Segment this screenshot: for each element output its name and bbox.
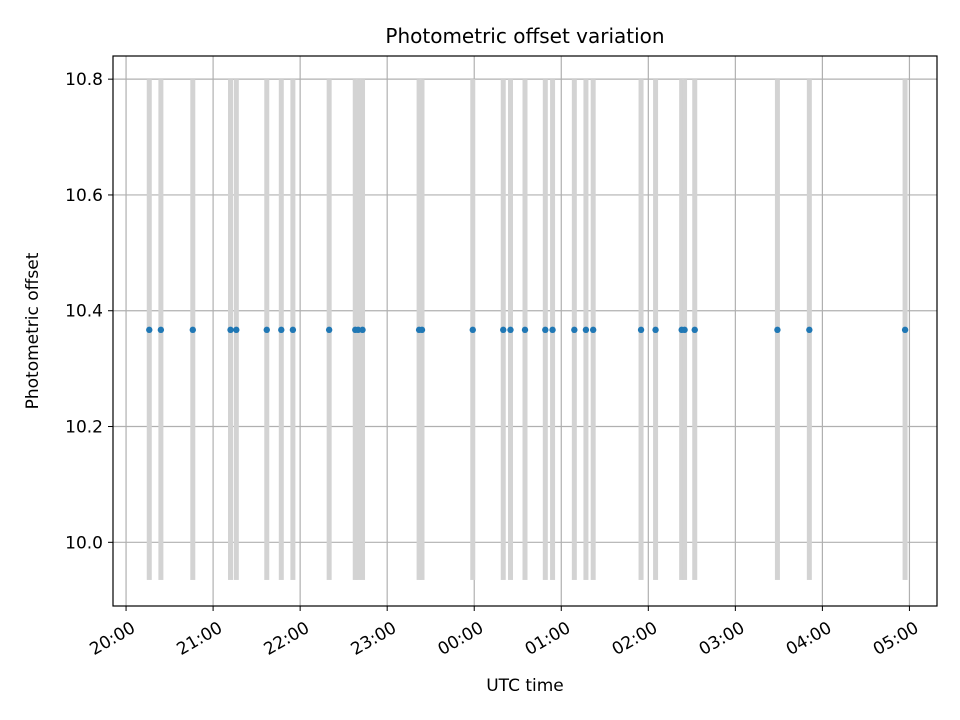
data-point xyxy=(233,326,240,334)
data-point xyxy=(549,326,556,334)
x-axis: 20:00 21:00 22:00 23:00 00:00 01:00 02:00 03:00… xyxy=(86,606,922,660)
data-point xyxy=(507,326,514,334)
x-tick-label: 01:00 xyxy=(522,618,574,660)
data-points xyxy=(146,326,909,334)
y-tick-label: 10.2 xyxy=(65,418,103,438)
x-tick-label: 23:00 xyxy=(348,618,400,660)
data-point xyxy=(146,326,153,334)
data-point xyxy=(774,326,781,334)
data-point xyxy=(681,326,688,334)
x-tick-label: 02:00 xyxy=(609,618,661,660)
data-point xyxy=(227,326,234,334)
x-axis-label: UTC time xyxy=(486,676,564,696)
data-point xyxy=(901,326,909,334)
data-point xyxy=(589,326,597,334)
y-tick-label: 10.6 xyxy=(65,186,103,206)
y-tick-label: 10.4 xyxy=(65,302,103,322)
x-tick-label: 22:00 xyxy=(261,618,313,660)
data-point xyxy=(157,326,165,334)
data-point xyxy=(691,326,698,334)
data-point xyxy=(637,326,645,334)
data-point xyxy=(571,326,578,334)
data-point xyxy=(263,326,270,334)
data-point xyxy=(189,326,196,334)
data-point xyxy=(418,326,426,334)
y-axis: 10.0 10.2 10.4 10.6 10.8 xyxy=(65,70,113,553)
x-tick-label: 21:00 xyxy=(174,618,226,660)
data-point xyxy=(359,326,366,334)
data-point xyxy=(500,326,507,334)
data-point xyxy=(521,326,529,334)
data-point xyxy=(289,326,297,334)
y-tick-label: 10.0 xyxy=(65,533,103,553)
data-point xyxy=(582,326,590,334)
x-tick-label: 20:00 xyxy=(86,618,138,660)
x-tick-label: 00:00 xyxy=(435,618,487,660)
x-tick-label: 04:00 xyxy=(783,618,835,660)
y-axis-label: Photometric offset xyxy=(23,252,43,409)
data-point xyxy=(469,326,476,334)
data-point xyxy=(278,326,285,334)
y-tick-label: 10.8 xyxy=(65,70,103,90)
data-point xyxy=(325,326,333,334)
data-point xyxy=(542,326,549,334)
data-point xyxy=(806,326,813,334)
chart-title: Photometric offset variation xyxy=(385,24,664,48)
x-tick-label: 05:00 xyxy=(870,618,922,660)
data-point xyxy=(652,326,659,334)
x-tick-label: 03:00 xyxy=(696,618,748,660)
plot-frame xyxy=(112,55,938,607)
